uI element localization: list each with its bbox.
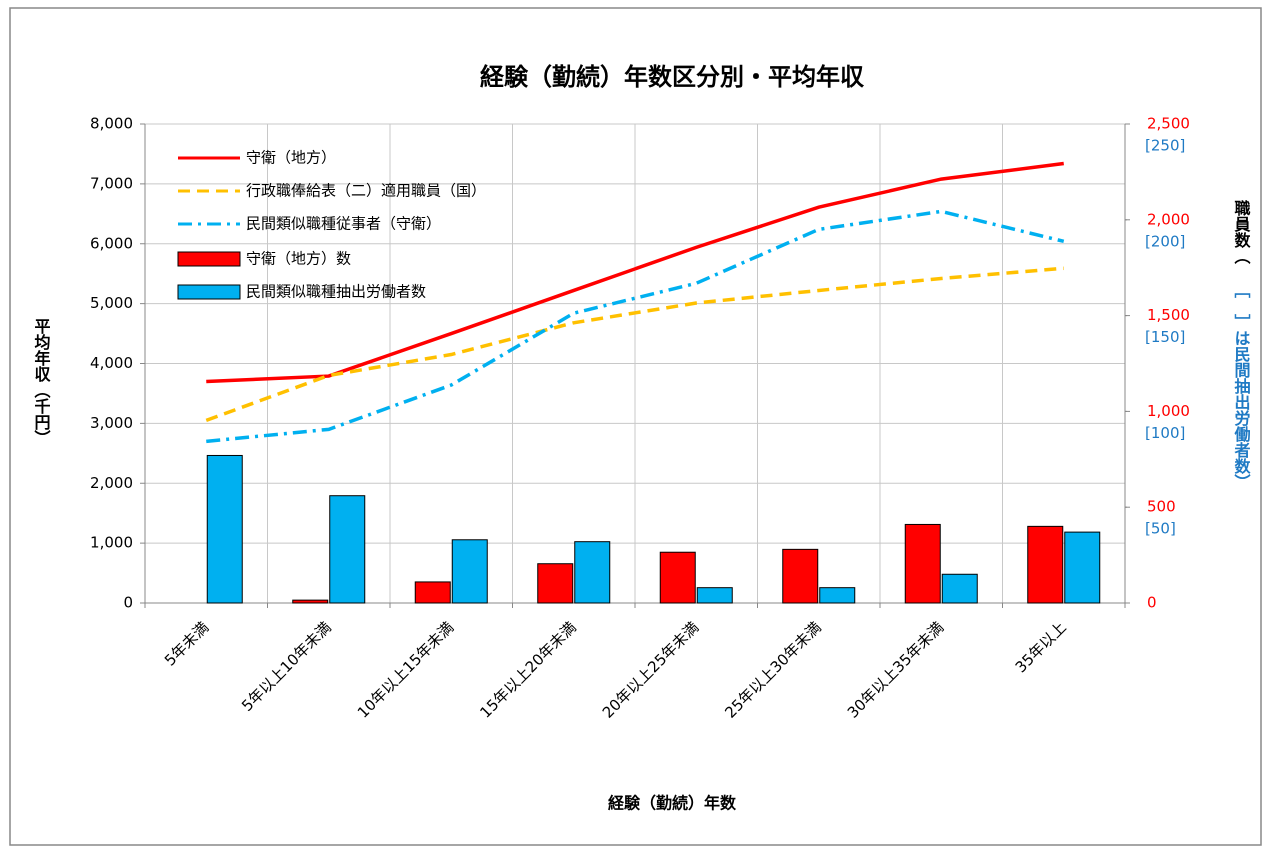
bar — [206, 454, 243, 604]
chart-title: 経験（勤続）年数区分別・平均年収 — [480, 63, 865, 91]
bar — [696, 587, 733, 604]
bar — [574, 541, 611, 604]
legend-label: 守衛（地方）数 — [246, 250, 351, 268]
legend-label: 守衛（地方） — [246, 149, 336, 167]
legend-label: 民間類似職種従事者（守衛） — [246, 215, 441, 233]
bar — [537, 563, 574, 604]
y2-tick-label: 2,000 — [1147, 210, 1190, 228]
y-tick-label: 6,000 — [90, 234, 133, 252]
y-tick-label: 1,000 — [90, 534, 133, 552]
line — [206, 161, 1064, 384]
y-tick-label: 0 — [123, 594, 133, 612]
legend-swatch — [177, 251, 241, 267]
legend-swatch — [177, 284, 241, 300]
bar — [941, 573, 978, 604]
line — [206, 209, 1065, 444]
y2-tick-label: 2,500 — [1147, 115, 1190, 133]
y2-tick-label: 500 — [1147, 498, 1176, 516]
bar — [329, 495, 366, 604]
y-tick-label: 4,000 — [90, 354, 133, 372]
legend-label: 行政職俸給表（二）適用職員（国） — [246, 182, 486, 200]
bar — [782, 548, 819, 604]
y-tick-label: 2,000 — [90, 474, 133, 492]
y2-tick-label: 1,500 — [1147, 306, 1190, 324]
y2-tick-label: 1,000 — [1147, 402, 1190, 420]
y-axis-title: 平均年収（千円） — [32, 318, 51, 446]
y-tick-label: 7,000 — [90, 174, 133, 192]
y3-tick-label: [100] — [1145, 424, 1185, 442]
bar — [904, 523, 941, 604]
bar — [1064, 531, 1101, 604]
y2-axis-title: 職員数（ — [1232, 199, 1252, 265]
y-tick-label: 5,000 — [90, 294, 133, 312]
y3-tick-label: [250] — [1145, 137, 1185, 155]
y3-tick-label: [200] — [1145, 232, 1185, 250]
bar — [451, 539, 488, 604]
x-axis-title: 経験（勤続）年数 — [608, 794, 737, 813]
legend-label: 民間類似職種抽出労働者数 — [246, 283, 426, 301]
y3-axis-title: ［ ］は民間抽出労働者数） — [1232, 282, 1252, 490]
y2-tick-label: 0 — [1147, 594, 1157, 612]
line — [205, 266, 1064, 423]
bar — [292, 599, 329, 604]
y3-tick-label: [50] — [1145, 520, 1176, 538]
bar — [659, 551, 696, 604]
y-tick-label: 3,000 — [90, 414, 133, 432]
bar — [1027, 525, 1064, 604]
bar — [819, 587, 856, 604]
y3-tick-label: [150] — [1145, 328, 1185, 346]
y-tick-label: 8,000 — [90, 115, 133, 133]
bar — [414, 581, 451, 604]
